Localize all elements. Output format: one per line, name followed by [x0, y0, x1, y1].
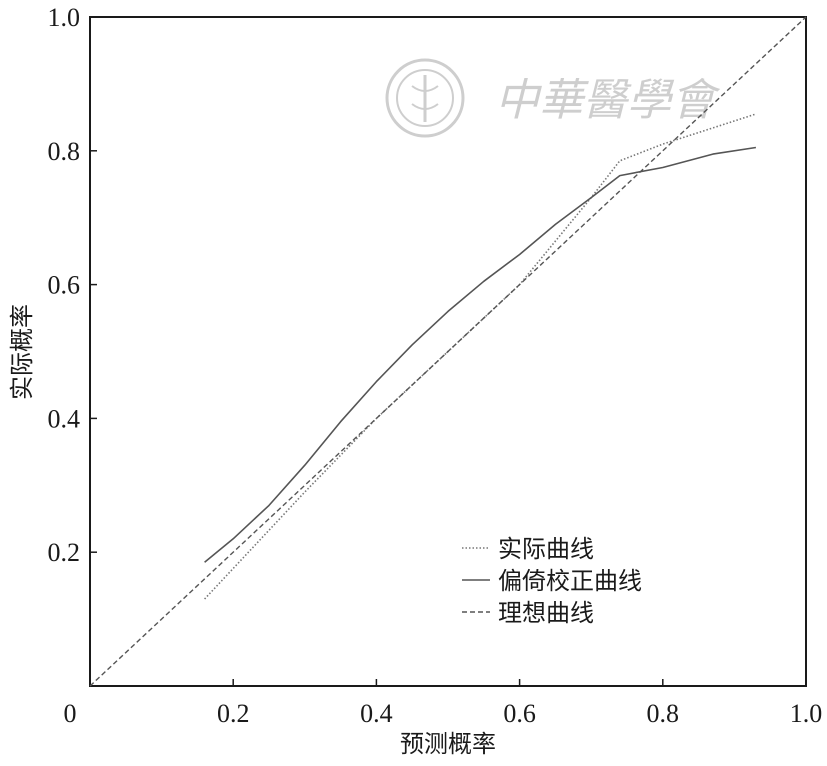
watermark-text: 中華醫學會 [495, 75, 721, 126]
x-tick-label: 0.6 [503, 699, 536, 728]
watermark: 中華醫學會 [385, 58, 721, 138]
watermark-seal-icon [385, 58, 465, 138]
x-tick-label: 1.0 [790, 699, 823, 728]
x-tick-label: 0 [64, 699, 77, 728]
y-axis-title: 实际概率 [8, 304, 36, 400]
x-axis-title: 预测概率 [400, 730, 496, 758]
legend-label-2: 偏倚校正曲线 [498, 567, 642, 595]
legend-label-3: 理想曲线 [498, 599, 594, 627]
y-tick-label: 0.4 [48, 404, 81, 433]
x-tick-label: 0.2 [217, 699, 250, 728]
y-tick-label: 0.2 [48, 538, 81, 567]
series-line-1 [204, 113, 757, 600]
y-tick-label: 1.0 [48, 3, 81, 32]
legend-label-1: 实际曲线 [498, 535, 594, 563]
plot-area-frame [89, 16, 807, 687]
axis-ticks: 0 0.2 0.4 0.6 0.8 1.0 0.2 0.4 0.6 0.8 1.0 [48, 3, 823, 728]
series-line-2 [204, 146, 757, 563]
y-tick-label: 0.8 [48, 137, 81, 166]
series-layer [89, 16, 807, 687]
x-tick-label: 0.8 [647, 699, 680, 728]
x-tick-label: 0.4 [360, 699, 393, 728]
y-tick-label: 0.6 [48, 271, 81, 300]
series-line-3 [89, 16, 807, 687]
